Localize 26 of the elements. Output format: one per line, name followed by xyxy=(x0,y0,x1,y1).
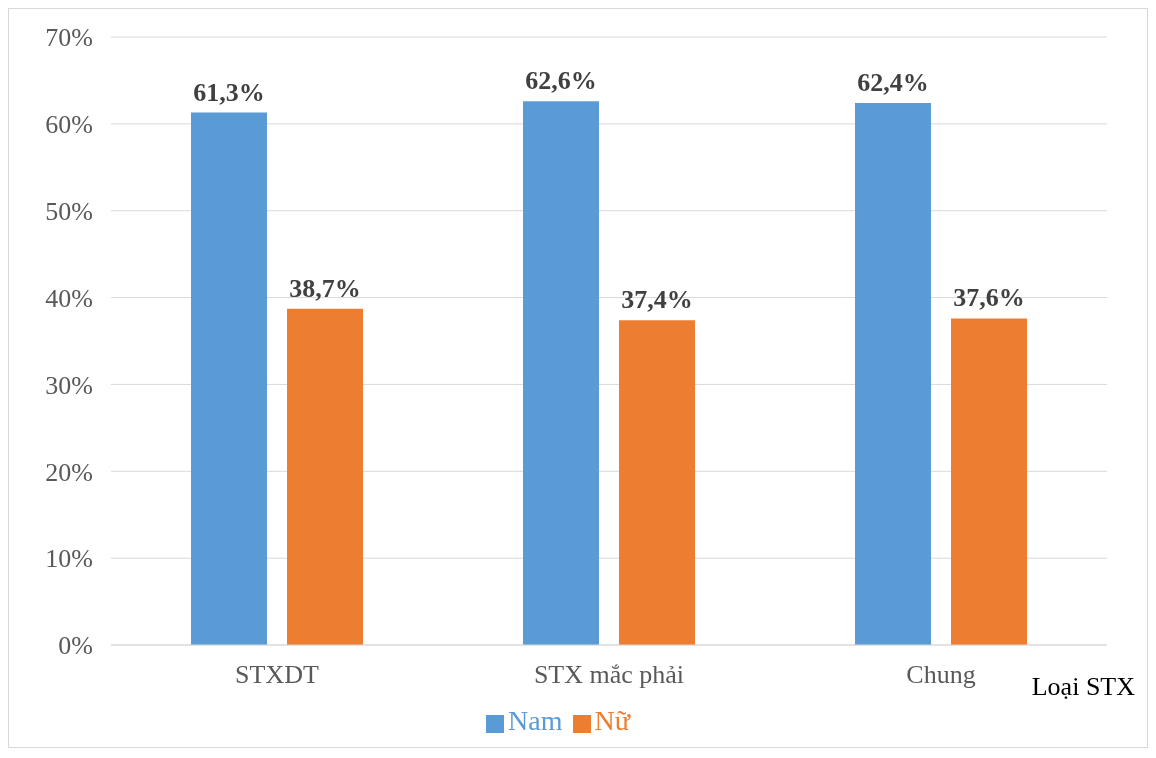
y-tick-label: 40% xyxy=(45,283,93,313)
y-tick-label: 50% xyxy=(45,196,93,226)
data-label: 37,6% xyxy=(953,283,1025,313)
y-tick-label: 70% xyxy=(45,23,93,53)
y-tick-label: 30% xyxy=(45,370,93,400)
bar xyxy=(287,308,363,645)
bar xyxy=(523,101,599,645)
legend-label: Nam xyxy=(508,705,563,736)
x-tick-label: STXDT xyxy=(235,660,319,690)
y-tick-label: 60% xyxy=(45,110,93,140)
y-tick-label: 20% xyxy=(45,457,93,487)
bar xyxy=(855,103,931,645)
y-tick-label: 10% xyxy=(45,544,93,574)
legend-label: Nữ xyxy=(594,705,630,736)
bar xyxy=(191,112,267,645)
data-label: 62,6% xyxy=(525,66,597,96)
x-axis-title: Loại STX xyxy=(1031,672,1136,701)
x-tick-label: Chung xyxy=(906,660,976,690)
bar xyxy=(619,320,695,645)
data-label: 62,4% xyxy=(857,68,929,98)
data-label: 61,3% xyxy=(193,77,265,107)
y-tick-label: 0% xyxy=(58,631,93,661)
bar xyxy=(951,318,1027,645)
data-label: 37,4% xyxy=(621,285,693,315)
data-label: 38,7% xyxy=(289,273,361,303)
x-tick-label: STX mắc phải xyxy=(533,660,685,690)
